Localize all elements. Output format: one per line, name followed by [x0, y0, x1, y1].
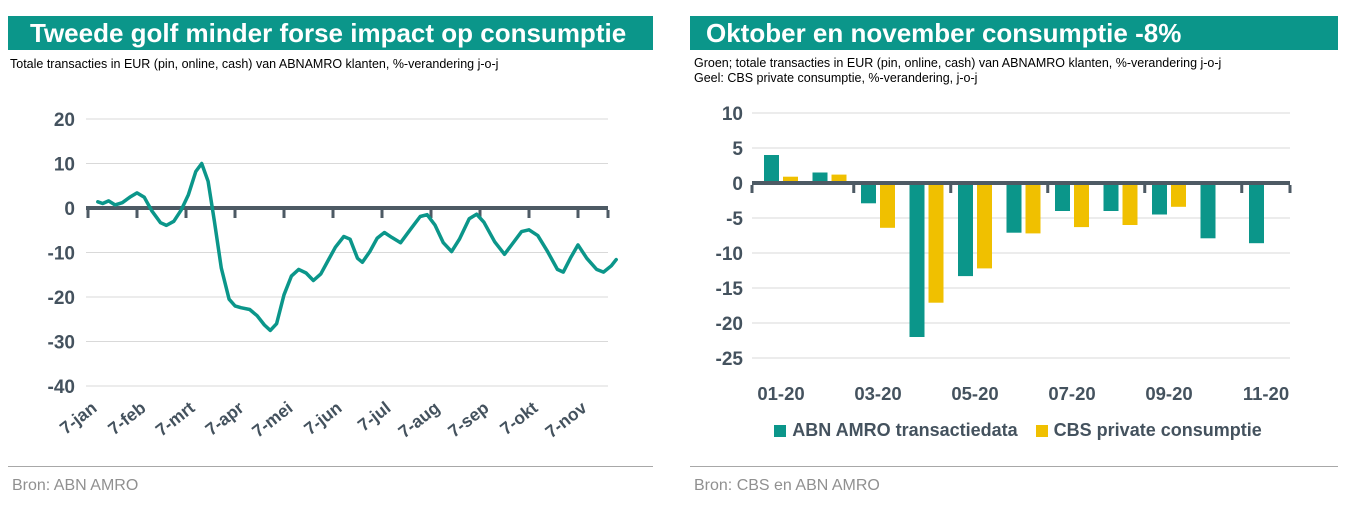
x-axis-label: 7-jun — [300, 397, 345, 439]
bar-cbs — [880, 183, 895, 228]
right-panel-source: Bron: CBS en ABN AMRO — [694, 477, 880, 494]
x-axis-label: 09-20 — [1145, 383, 1192, 404]
bar-abn-amro — [1103, 183, 1119, 211]
bar-abn-amro — [909, 183, 925, 337]
x-axis-tick — [1143, 185, 1147, 193]
legend-label: ABN AMRO transactiedata — [792, 420, 1018, 440]
x-axis-tick — [380, 210, 384, 218]
bar-cbs — [1025, 183, 1041, 234]
right-panel-title: Oktober en november consumptie -8% — [690, 16, 1338, 50]
x-axis-label: 7-nov — [541, 397, 590, 442]
bar-cbs — [977, 183, 992, 269]
bar-chart: 10 5 0 -5 -10 -15 -20 -25 01-20 03-20 05-20 07-20 09… — [716, 105, 1292, 404]
right-panel-subtitle-line1: Groen; totale transacties in EUR (pin, o… — [694, 56, 1222, 70]
left-panel-source: Bron: ABN AMRO — [12, 477, 139, 494]
y-axis-label: 10 — [54, 155, 75, 176]
x-axis-tick — [606, 210, 610, 218]
y-axis-label: -20 — [48, 288, 75, 309]
x-axis-tick — [429, 210, 433, 218]
legend-label: CBS private consumptie — [1053, 420, 1262, 440]
bar-chart-legend: ABN AMRO transactiedata CBS private consu… — [690, 420, 1346, 441]
bar-abn-amro — [812, 172, 828, 183]
x-axis-tick — [949, 185, 953, 193]
left-panel-title: Tweede golf minder forse impact op consu… — [8, 16, 653, 50]
x-axis-label: 7-aug — [394, 397, 443, 442]
y-axis-label: -20 — [716, 314, 743, 335]
x-axis-label: 7-mei — [248, 397, 296, 441]
x-axis-label: 05-20 — [951, 383, 998, 404]
bar-abn-amro — [1249, 183, 1264, 244]
x-axis-tick — [1288, 185, 1292, 193]
bar-cbs — [831, 174, 847, 183]
x-axis-label: 7-sep — [444, 397, 492, 441]
right-panel-divider — [690, 466, 1338, 467]
y-axis-label: -25 — [716, 349, 744, 370]
x-axis-label: 01-20 — [757, 383, 804, 404]
x-axis-label: 03-20 — [854, 383, 901, 404]
y-axis-label: -5 — [726, 209, 743, 230]
right-panel-subtitle-line2: Geel: CBS private consumptie, %-verander… — [694, 71, 978, 85]
y-axis-label: 0 — [732, 174, 743, 195]
legend-item-abn-amro: ABN AMRO transactiedata — [774, 420, 1018, 441]
legend-swatch-icon — [774, 424, 787, 437]
x-axis-tick — [576, 210, 580, 218]
y-axis-label: -10 — [716, 244, 743, 265]
bar-cbs — [928, 183, 944, 303]
legend-item-cbs: CBS private consumptie — [1035, 420, 1262, 441]
x-axis-tick — [527, 210, 531, 218]
x-axis-label: 7-jul — [354, 397, 395, 435]
x-axis-tick — [135, 210, 139, 218]
x-axis-tick — [282, 210, 286, 218]
x-axis-tick — [478, 210, 482, 218]
y-axis-label: -30 — [48, 333, 75, 354]
bar-abn-amro — [764, 155, 779, 183]
left-panel-subtitle: Totale transacties in EUR (pin, online, … — [10, 57, 499, 71]
x-axis-label: 7-jan — [56, 397, 101, 438]
bar-abn-amro — [958, 183, 973, 277]
bar-abn-amro — [1152, 183, 1167, 215]
x-axis-tick — [1240, 185, 1244, 193]
x-axis-tick — [750, 185, 754, 193]
y-axis-label: 20 — [54, 110, 75, 131]
y-axis-label: 0 — [64, 199, 75, 220]
x-axis-tick — [852, 185, 856, 193]
x-axis-tick — [331, 210, 335, 218]
x-axis-tick — [86, 210, 90, 218]
bar-abn-amro — [1200, 183, 1216, 239]
left-panel-divider — [8, 466, 653, 467]
y-axis-label: 5 — [732, 139, 743, 160]
y-axis-label: 10 — [722, 105, 743, 125]
right-panel-subtitle: Groen; totale transacties in EUR (pin, o… — [694, 56, 1344, 86]
x-axis-tick — [233, 210, 237, 218]
bar-cbs — [1122, 183, 1138, 225]
x-axis-label: 11-20 — [1243, 383, 1289, 404]
bar-abn-amro — [1055, 183, 1070, 211]
bar-cbs — [1171, 183, 1186, 207]
bar-cbs — [1074, 183, 1089, 228]
x-axis-tick — [184, 210, 188, 218]
x-axis-label: 7-feb — [104, 397, 149, 439]
y-axis-label: -10 — [48, 244, 75, 265]
bar-abn-amro — [1006, 183, 1022, 233]
x-axis-label: 7-apr — [201, 397, 247, 439]
x-axis-label: 7-okt — [496, 397, 541, 439]
y-axis-label: -15 — [716, 279, 744, 300]
legend-swatch-icon — [1035, 424, 1048, 437]
line-chart: 20 10 0 -10 -20 -30 -407-jan 7-feb 7-mrt 7-apr 7-m… — [48, 110, 618, 442]
x-axis-tick — [1046, 185, 1050, 193]
bar-abn-amro — [861, 183, 876, 204]
transaction-line-series — [96, 161, 618, 333]
x-axis-label: 7-mrt — [152, 397, 199, 440]
x-axis-label: 07-20 — [1048, 383, 1095, 404]
y-axis-label: -40 — [48, 377, 75, 398]
bar-cbs — [783, 176, 798, 183]
